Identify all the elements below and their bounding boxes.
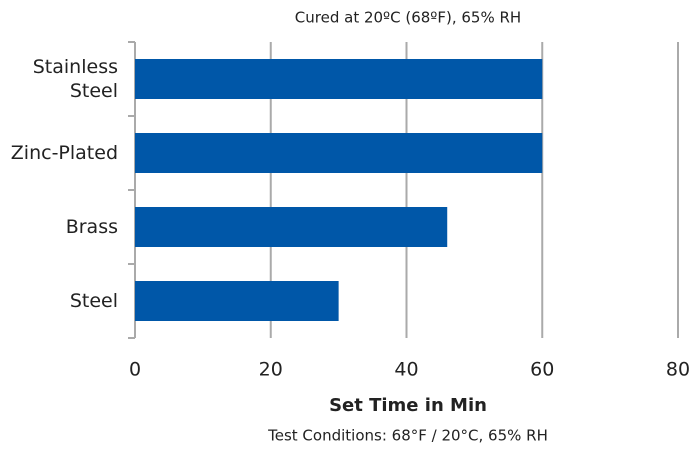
y-tick-label: Stainless Steel xyxy=(32,56,118,102)
x-tick-label: 80 xyxy=(666,359,690,381)
x-tick-label: 60 xyxy=(530,359,554,381)
chart-title: Cured at 20ºC (68ºF), 65% RH xyxy=(295,9,521,27)
x-axis-label: Set Time in Min xyxy=(329,395,487,416)
y-tick-label: Steel xyxy=(69,290,118,312)
bar xyxy=(135,59,543,99)
x-tick-label: 40 xyxy=(394,359,418,381)
bar xyxy=(135,207,448,247)
note: Test Conditions: 68°F / 20°C, 65% RH xyxy=(267,427,548,445)
bar xyxy=(135,281,339,321)
y-tick-label: Brass xyxy=(65,216,118,238)
bar xyxy=(135,133,543,173)
x-tick-label: 0 xyxy=(129,359,141,381)
x-tick-label: 20 xyxy=(259,359,283,381)
y-tick-label: Zinc-Plated xyxy=(10,142,118,164)
